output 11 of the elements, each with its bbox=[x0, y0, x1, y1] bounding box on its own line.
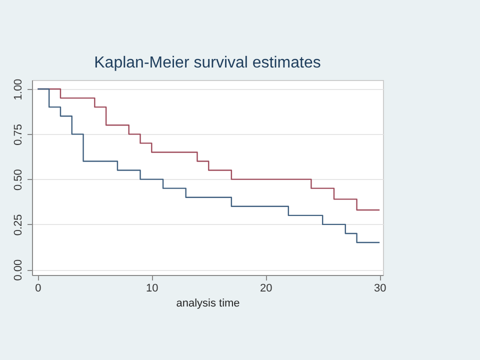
x-tick-label: 30 bbox=[374, 282, 386, 294]
y-tick-label: 0.75 bbox=[12, 124, 24, 146]
x-tick-label: 0 bbox=[35, 282, 42, 294]
y-tick-label: 0.50 bbox=[12, 169, 24, 191]
x-tick-label: 10 bbox=[146, 282, 158, 294]
y-tick-label: 1.00 bbox=[12, 78, 24, 100]
y-tick-label: 0.00 bbox=[12, 259, 24, 281]
x-tick-label: 20 bbox=[260, 282, 272, 294]
x-axis-title: analysis time bbox=[176, 298, 240, 310]
y-tick-label: 0.25 bbox=[12, 214, 24, 236]
chart-title: Kaplan-Meier survival estimates bbox=[94, 54, 321, 72]
